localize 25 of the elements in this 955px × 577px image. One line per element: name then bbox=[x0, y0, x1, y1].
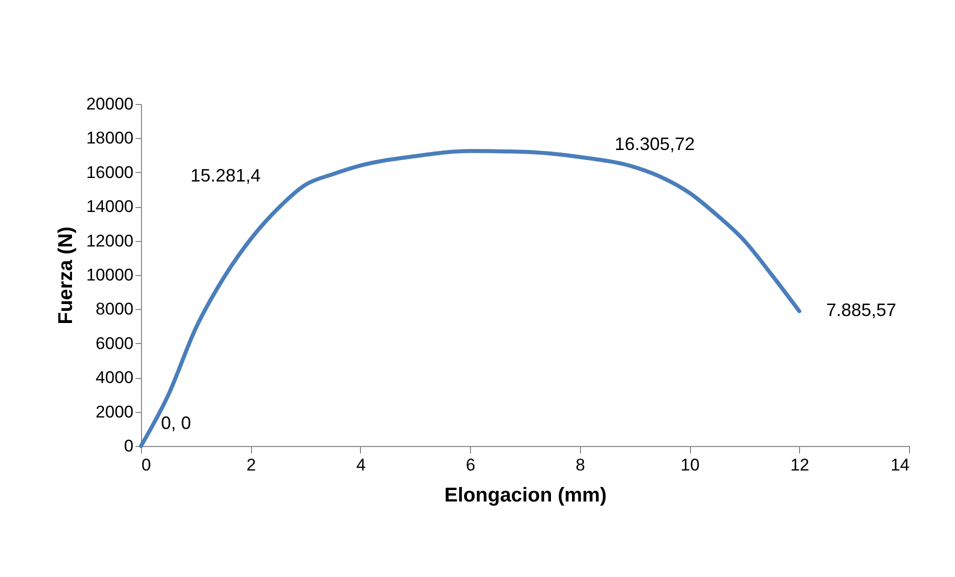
y-tick-label: 12000 bbox=[86, 231, 134, 250]
y-tick-label: 14000 bbox=[86, 197, 134, 216]
x-tick-label: 8 bbox=[576, 456, 586, 474]
x-tick-label: 10 bbox=[680, 456, 700, 474]
annotation: 7.885,57 bbox=[826, 300, 896, 320]
x-tick-label: 4 bbox=[356, 456, 366, 474]
y-tick-label: 16000 bbox=[86, 162, 134, 182]
y-tick-label: 10000 bbox=[86, 266, 134, 284]
y-tick-label: 4000 bbox=[96, 368, 134, 388]
y-tick-label: 8000 bbox=[96, 300, 134, 319]
annotation: 16.305,72 bbox=[614, 134, 695, 154]
y-axis-title: Fuerza (N) bbox=[55, 226, 78, 324]
x-tick-label: 0 bbox=[142, 456, 151, 474]
y-tick-label: 0 bbox=[124, 436, 134, 456]
annotation: 15.281,4 bbox=[190, 166, 261, 186]
x-tick-label: 2 bbox=[246, 456, 256, 474]
x-tick-label: 12 bbox=[790, 456, 810, 474]
y-tick-label: 18000 bbox=[86, 128, 134, 148]
x-tick-label: 14 bbox=[890, 456, 910, 474]
y-tick-label: 6000 bbox=[96, 334, 134, 353]
y-tick-label: 2000 bbox=[96, 402, 134, 422]
x-tick-label: 6 bbox=[466, 456, 476, 474]
annotation: 0, 0 bbox=[160, 413, 192, 433]
y-tick-label: 20000 bbox=[86, 94, 134, 114]
x-axis-title: Elongacion (mm) bbox=[444, 484, 607, 506]
